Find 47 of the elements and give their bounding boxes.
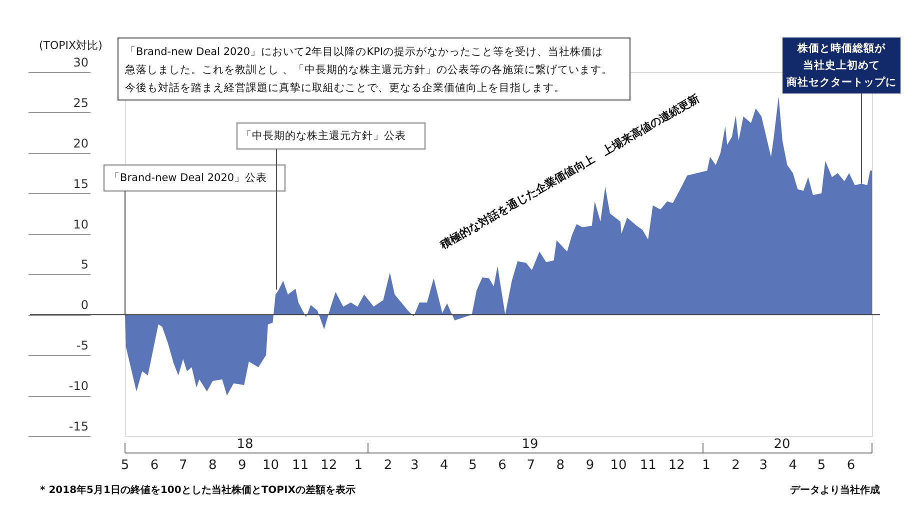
y-tick-label: 0 (80, 298, 88, 312)
x-tick-label: 1 (354, 458, 363, 473)
x-tick-label: 7 (526, 458, 536, 473)
x-tick-label: 7 (178, 458, 188, 473)
x-tick-label: 12 (320, 458, 338, 473)
x-tick-label: 5 (468, 458, 477, 473)
x-tick-label: 9 (586, 458, 594, 473)
y-tick-label: 25 (73, 96, 88, 110)
x-tick-label: 10 (262, 458, 280, 473)
x-tick-label: 1 (702, 458, 710, 473)
x-tick-label: 12 (668, 458, 685, 473)
x-tick-label: 2 (384, 458, 392, 473)
y-tick-label: -15 (68, 420, 88, 434)
x-tick-label: 6 (846, 458, 856, 473)
y-tick-label: -5 (76, 338, 88, 353)
x-tick-label: 11 (292, 458, 309, 473)
x-tick-label: 2 (732, 458, 740, 473)
x-tick-label: 4 (440, 458, 448, 473)
y-tick-label: 30 (73, 56, 88, 70)
y-tick-label: 10 (73, 217, 88, 232)
annotation: 「Brand-new Deal 2020」において2年目以降のKPIの提示がなかったこと等を受け、当社株価は急落しました。これを教訓とし 、「中長期的な株主還元方針」の公表等の各施策に繋げています。今後も対話を踏まえ経営課題に真摯に取組むことで、更なる企業価値向上を目指します。 (124, 45, 612, 94)
x-tick-label: 6 (150, 458, 159, 473)
y-tick-label: 15 (73, 176, 88, 191)
text: 19 (522, 437, 538, 452)
x-tick-label: 6 (498, 458, 506, 473)
x-tick-label: 10 (610, 458, 627, 473)
x-tick-label: 5 (817, 458, 826, 473)
x-tick-label: 9 (238, 458, 246, 473)
y-tick-label: 20 (73, 136, 88, 150)
annotation: 積極的な対話を通じた企業価値向上 上場来高値の連続更新 (437, 92, 702, 252)
annotation: 「中長期的な株主還元方針」公表 (241, 129, 406, 142)
annotation: 株価と時価総額が当社史上初めて商社セクタートップに (786, 42, 896, 88)
y-tick-label: -10 (68, 379, 88, 394)
annotation: 「Brand-new Deal 2020」公表 (109, 171, 268, 184)
text: データより当社作成 (790, 484, 880, 496)
x-tick-label: 8 (556, 458, 565, 473)
text: 18 (236, 437, 254, 452)
x-tick-label: 3 (759, 458, 768, 473)
text: * 2018年5月1日の終値を100とした当社株価とTOPIXの差額を表示 (40, 484, 356, 496)
x-tick-label: 4 (788, 458, 798, 473)
y-tick-label: 5 (80, 258, 88, 272)
x-tick-label: 3 (410, 458, 419, 473)
text: 20 (774, 437, 790, 452)
x-tick-label: 5 (120, 458, 130, 473)
x-tick-label: 11 (640, 458, 656, 473)
x-tick-label: 8 (208, 458, 217, 473)
y-axis-title: (TOPIX対比) (39, 39, 102, 52)
